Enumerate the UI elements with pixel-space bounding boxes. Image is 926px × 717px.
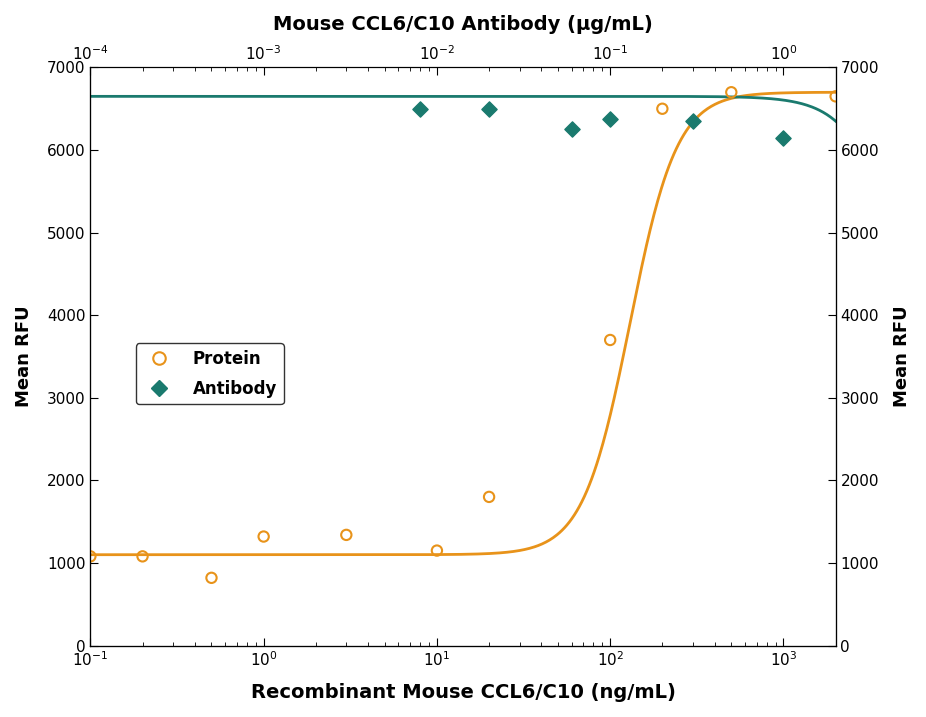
Point: [655, 103, 669, 115]
Point: [564, 123, 579, 135]
Y-axis label: Mean RFU: Mean RFU: [893, 305, 911, 407]
Legend: Protein, Antibody: Protein, Antibody: [136, 343, 283, 404]
Point: [482, 491, 496, 503]
Point: [135, 551, 150, 562]
Point: [776, 132, 791, 143]
Point: [339, 529, 354, 541]
Point: [413, 103, 428, 115]
Point: [257, 531, 271, 542]
Point: [603, 114, 618, 125]
Point: [430, 545, 444, 556]
X-axis label: Mouse CCL6/C10 Antibody (μg/mL): Mouse CCL6/C10 Antibody (μg/mL): [273, 15, 653, 34]
Point: [83, 551, 98, 562]
Point: [482, 103, 496, 115]
Point: [685, 115, 700, 127]
Point: [828, 90, 843, 102]
Point: [858, 90, 873, 102]
Point: [724, 87, 739, 98]
Point: [204, 572, 219, 584]
Point: [603, 334, 618, 346]
X-axis label: Recombinant Mouse CCL6/C10 (ng/mL): Recombinant Mouse CCL6/C10 (ng/mL): [251, 683, 675, 702]
Y-axis label: Mean RFU: Mean RFU: [15, 305, 33, 407]
